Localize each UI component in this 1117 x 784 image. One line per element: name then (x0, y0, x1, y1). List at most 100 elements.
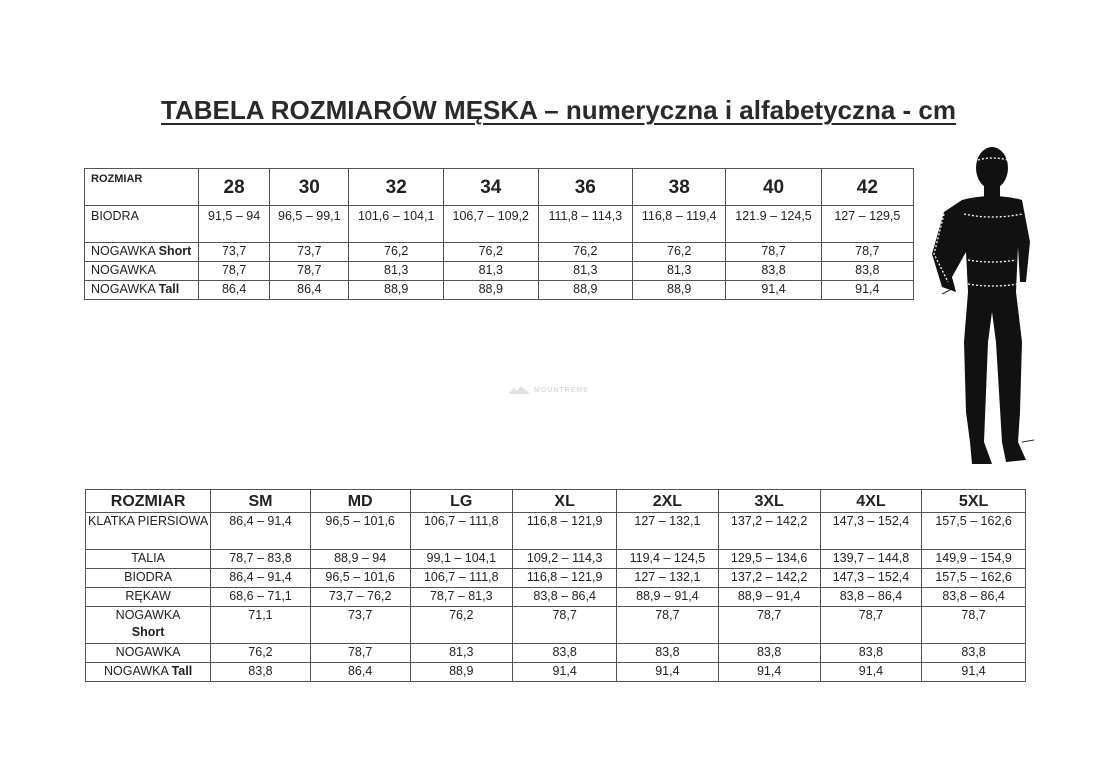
header-label: ROZMIAR (83, 168, 200, 206)
table-row: NOGAWKA 78,7 78,7 81,3 81,3 81,3 81,3 83,8 83,8 (83, 261, 915, 281)
table-cell: 91,4 (819, 662, 923, 682)
table-cell: 78,7 (820, 242, 915, 262)
table-row: NOGAWKA Tall 83,8 86,4 88,9 91,4 91,4 91,4 91,4… (84, 662, 1026, 682)
header-label: ROZMIAR (84, 489, 212, 513)
table-cell: 91,4 (921, 662, 1026, 682)
table-cell: 78,7 (921, 606, 1026, 644)
table-cell: 88,9 (348, 280, 444, 300)
row-label: BIODRA (83, 205, 200, 243)
size-header-40: 40 (725, 168, 822, 206)
table-cell: 81,3 (409, 643, 514, 663)
table-cell: 127 – 132,1 (616, 512, 719, 550)
row-label: BIODRA (84, 568, 212, 588)
row-label: NOGAWKA (83, 261, 200, 281)
table-cell: 78,7 (616, 606, 719, 644)
table-cell: 78,7 – 83,8 (210, 549, 311, 569)
header-row: ROZMIAR 28 30 32 34 36 38 40 42 (83, 168, 915, 206)
size-header-2xl: 2XL (616, 489, 719, 513)
table-cell: 106,7 – 111,8 (409, 568, 514, 588)
table-cell: 83,8 (819, 643, 923, 663)
table-cell: 83,8 (921, 643, 1026, 663)
table-cell: 78,7 (198, 261, 271, 281)
table-row: NOGAWKA Tall 86,4 86,4 88,9 88,9 88,9 88,9 91,4… (83, 280, 915, 300)
table-cell: 83,8 (820, 261, 915, 281)
table-cell: 81,3 (442, 261, 539, 281)
size-header-42: 42 (820, 168, 915, 206)
table-cell: 137,2 – 142,2 (717, 568, 821, 588)
body-silhouette-figure (932, 147, 1035, 464)
table-cell: 149,9 – 154,9 (921, 549, 1026, 569)
table-cell: 116,8 – 119,4 (632, 205, 727, 243)
size-header-34: 34 (442, 168, 539, 206)
table-cell: 78,7 (269, 261, 350, 281)
table-cell: 76,2 (442, 242, 539, 262)
alpha-size-table: ROZMIAR SM MD LG XL 2XL 3XL 4XL 5XL KLATKA PIERSI… (84, 489, 1026, 682)
table-cell: 83,8 (512, 643, 618, 663)
table-cell: 81,3 (632, 261, 727, 281)
table-cell: 78,7 (819, 606, 923, 644)
table-cell: 88,9 – 91,4 (616, 587, 719, 607)
table-cell: 78,7 (725, 242, 822, 262)
table-cell: 73,7 (198, 242, 271, 262)
table-cell: 101,6 – 104,1 (348, 205, 444, 243)
table-cell: 86,4 – 91,4 (210, 568, 311, 588)
row-label: NOGAWKA (84, 643, 212, 663)
table-cell: 116,8 – 121,9 (512, 512, 618, 550)
table-cell: 76,2 (348, 242, 444, 262)
table-cell: 91,4 (616, 662, 719, 682)
size-header-4xl: 4XL (819, 489, 923, 513)
row-label: NOGAWKA Tall (84, 662, 212, 682)
table-cell: 76,2 (537, 242, 634, 262)
table-cell: 127 – 132,1 (616, 568, 719, 588)
table-row: BIODRA 86,4 – 91,4 96,5 – 101,6 106,7 – 111… (84, 568, 1026, 588)
table-cell: 83,8 (210, 662, 311, 682)
size-header-md: MD (309, 489, 411, 513)
size-header-xl: XL (512, 489, 618, 513)
table-cell: 157,5 – 162,6 (921, 512, 1026, 550)
table-cell: 91,4 (725, 280, 822, 300)
table-cell: 96,5 – 99,1 (269, 205, 350, 243)
row-label: NOGAWKA Short (83, 242, 200, 262)
table-cell: 88,9 (442, 280, 539, 300)
table-cell: 68,6 – 71,1 (210, 587, 311, 607)
table-cell: 78,7 (309, 643, 411, 663)
table-cell: 78,7 (717, 606, 821, 644)
table-cell: 109,2 – 114,3 (512, 549, 618, 569)
table-cell: 76,2 (632, 242, 727, 262)
page-title: TABELA ROZMIARÓW MĘSKA – numeryczna i al… (160, 95, 957, 125)
table-cell: 121.9 – 124,5 (725, 205, 822, 243)
table-cell: 83,8 – 86,4 (921, 587, 1026, 607)
table-cell: 96,5 – 101,6 (309, 568, 411, 588)
table-row: RĘKAW 68,6 – 71,1 73,7 – 76,2 78,7 – 81,3 83… (84, 587, 1026, 607)
table-cell: 116,8 – 121,9 (512, 568, 618, 588)
table-cell: 78,7 – 81,3 (409, 587, 514, 607)
table-row: NOGAWKA Short 73,7 73,7 76,2 76,2 76,2 76,2 78,… (83, 242, 915, 262)
table-cell: 137,2 – 142,2 (717, 512, 821, 550)
row-label: NOGAWKA Tall (83, 280, 200, 300)
table-cell: 106,7 – 111,8 (409, 512, 514, 550)
table-cell: 83,8 – 86,4 (819, 587, 923, 607)
table-cell: 147,3 – 152,4 (819, 512, 923, 550)
table-cell: 81,3 (348, 261, 444, 281)
size-header-lg: LG (409, 489, 514, 513)
table-cell: 139,7 – 144,8 (819, 549, 923, 569)
table-cell: 83,8 (725, 261, 822, 281)
size-header-36: 36 (537, 168, 634, 206)
table-cell: 73,7 (309, 606, 411, 644)
table-row: KLATKA PIERSIOWA 86,4 – 91,4 96,5 – 101,6 1… (84, 512, 1026, 550)
size-header-sm: SM (210, 489, 311, 513)
table-cell: 88,9 (537, 280, 634, 300)
table-row: NOGAWKA 76,2 78,7 81,3 83,8 83,8 83,8 83,8 83,8 (84, 643, 1026, 663)
numeric-size-table: ROZMIAR 28 30 32 34 36 38 40 42 BIODRA 91,5 – 94 96… (83, 168, 915, 300)
table-cell: 111,8 – 114,3 (537, 205, 634, 243)
size-header-3xl: 3XL (717, 489, 821, 513)
table-cell: 127 – 129,5 (820, 205, 915, 243)
table-cell: 88,9 (409, 662, 514, 682)
size-header-5xl: 5XL (921, 489, 1026, 513)
table-cell: 96,5 – 101,6 (309, 512, 411, 550)
header-row: ROZMIAR SM MD LG XL 2XL 3XL 4XL 5XL (84, 489, 1026, 513)
table-cell: 86,4 – 91,4 (210, 512, 311, 550)
table-cell: 147,3 – 152,4 (819, 568, 923, 588)
size-header-32: 32 (348, 168, 444, 206)
table-cell: 91,5 – 94 (198, 205, 271, 243)
